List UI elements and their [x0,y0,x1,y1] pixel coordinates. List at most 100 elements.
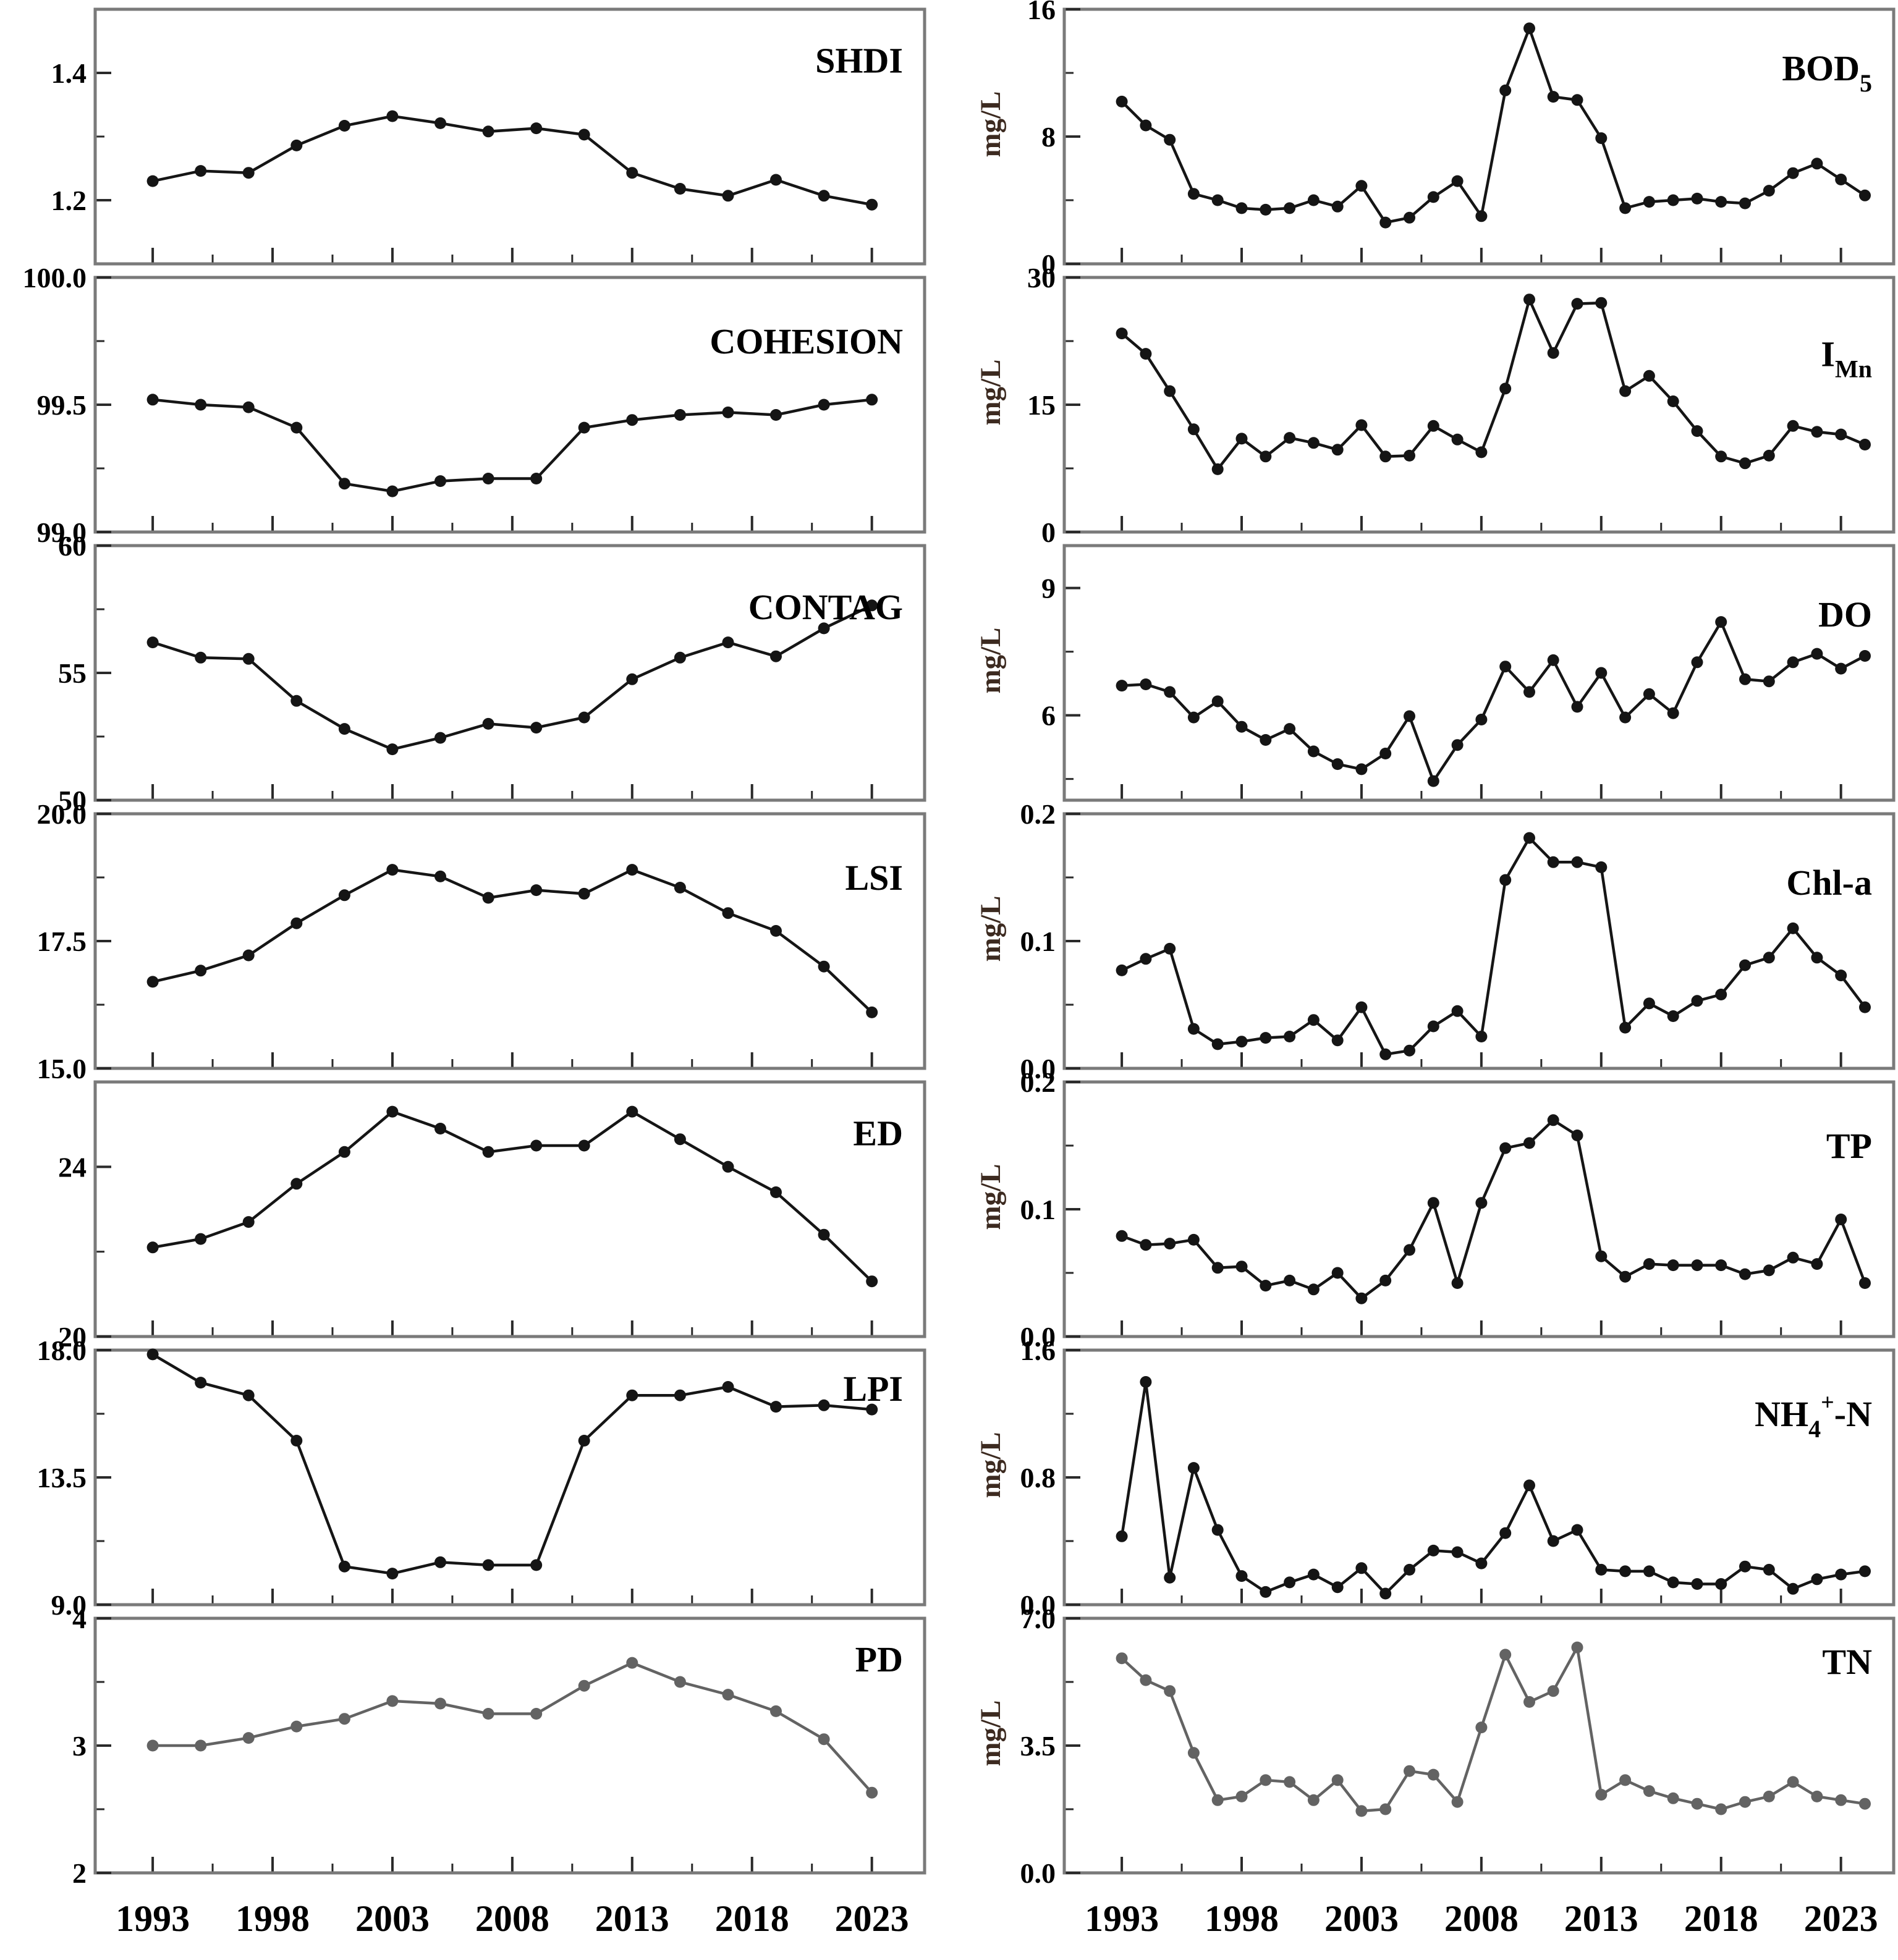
data-point [482,717,494,730]
data-point [1643,196,1655,208]
data-point [146,1241,159,1254]
chart-title: COHESION [710,321,903,361]
data-point [1787,167,1799,179]
data-point [674,1389,686,1401]
data-point [1164,133,1176,146]
series-line [1121,1118,1866,1301]
data-point [1379,216,1392,229]
y-axis-tick-label: 50 [58,785,87,816]
y-axis-tick-label: 55 [58,657,87,689]
y-axis-tick-label: 1.6 [1020,1335,1056,1366]
data-point [1331,444,1344,456]
data-point [195,165,207,177]
data-point [770,650,782,662]
data-point [195,1233,207,1245]
left-column: 1.2 1.4 SHDI 99.0 99.5 100.0 COHESION 50 55 60 CON… [2,4,928,1959]
data-point [1763,952,1775,964]
data-point [1835,428,1847,441]
chart-title: LSI [845,858,903,898]
data-point [770,925,782,937]
data-point [1619,1565,1632,1578]
data-point [386,485,399,497]
plot-border [1062,1616,1896,1875]
data-point [626,673,638,685]
chart-pd: 2 3 4 1993 1998 2003 2008 2013 2018 2023 PD [72,1603,926,1939]
data-point [1571,298,1583,310]
chart-tp: 0.0 0.1 0.2 mg/L TP [975,1067,1896,1353]
data-point [242,1389,255,1401]
data-point [1260,1032,1272,1044]
y-axis-tick-label: 0.0 [1020,1053,1056,1084]
data-point [1595,297,1608,309]
plot-border [93,544,926,802]
y-axis-tick-label: 9 [1041,573,1056,604]
data-point [242,653,255,665]
chart-title: CONTAG [748,587,903,627]
data-point [722,636,734,649]
data-point [866,1786,878,1799]
data-point [626,1105,638,1118]
chart-ed: 20 24 ED [58,1080,926,1353]
x-axis-year-label: 2023 [1804,1898,1878,1939]
data-point [626,414,638,426]
data-point [626,167,638,179]
y-axis-tick-label: 20.0 [37,798,87,830]
data-point [1451,739,1464,751]
data-point [1307,1568,1320,1581]
data-point [1835,1794,1847,1806]
series-line [152,114,873,206]
data-point [1859,1001,1871,1013]
data-point [1187,423,1200,436]
data-point [578,887,590,900]
data-point [338,1560,350,1573]
data-point [1404,211,1415,224]
data-point [1164,1571,1176,1584]
y-axis-tick-label: 16 [1027,0,1056,25]
x-axis-year-label: 2008 [1444,1898,1519,1939]
data-point [1379,1587,1392,1600]
data-point [722,1689,734,1701]
data-point [1595,1789,1608,1801]
data-point [1787,656,1799,669]
data-point [1859,1277,1871,1289]
data-point [1427,1197,1439,1209]
data-point [1187,1233,1200,1246]
y-axis-tick-label: 1.4 [51,57,87,89]
y-axis-tick-label: 18.0 [37,1335,87,1366]
data-point [770,1401,782,1413]
data-point [1763,185,1775,197]
data-point [1811,1258,1823,1270]
data-point [1667,707,1679,719]
data-point [1523,294,1535,306]
data-point [1355,1805,1368,1817]
data-point [1404,449,1415,462]
data-point [1211,695,1224,708]
data-point [146,1348,159,1361]
data-point [1331,1034,1344,1047]
data-point [1307,194,1320,206]
data-point [1499,1142,1512,1154]
series-line [151,1353,872,1575]
data-point [338,120,350,132]
data-point [1739,673,1751,685]
data-point [1284,1274,1296,1286]
y-axis-tick-label: 0 [1041,248,1056,280]
data-point [434,475,446,488]
data-point [1140,678,1152,690]
data-point [1715,450,1727,463]
data-point [338,1146,350,1158]
x-axis-year-label: 2023 [835,1898,909,1939]
data-point [1547,1114,1559,1126]
y-axis-tick-label: 1.2 [51,185,87,216]
data-point [482,1146,494,1158]
chart-do: 6 9 mg/L DO [975,544,1896,802]
y-axis-tick-label: 0.1 [1020,926,1056,957]
data-point [290,1720,303,1733]
plot-border [1062,1348,1896,1607]
data-point [195,1377,207,1389]
data-point [818,1228,830,1241]
data-point [146,636,159,649]
data-point [818,190,830,202]
data-point [242,1216,255,1228]
x-axis-year-label: 2018 [715,1898,789,1939]
